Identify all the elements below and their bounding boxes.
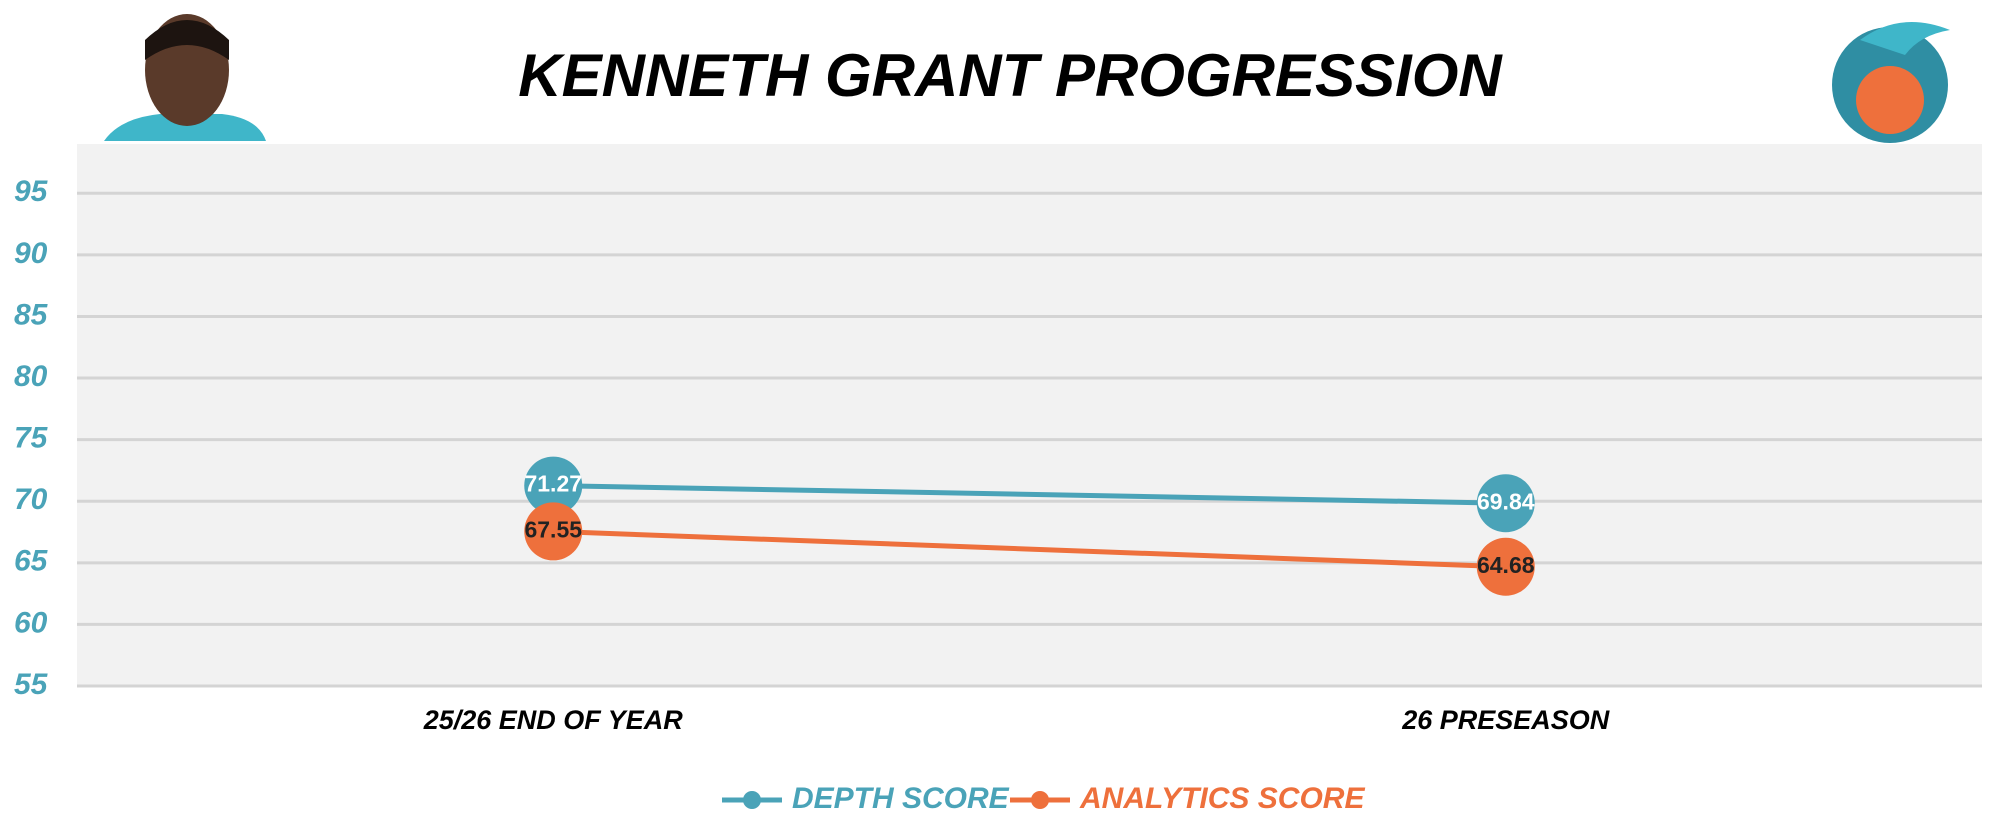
- y-tick-label: 75: [14, 422, 49, 455]
- y-tick-label: 65: [14, 545, 49, 578]
- y-tick-label: 60: [14, 606, 48, 639]
- x-tick-label: 26 PRESEASON: [1401, 705, 1610, 735]
- legend-label: ANALYTICS SCORE: [1079, 782, 1365, 815]
- data-label: 67.55: [524, 516, 582, 542]
- y-tick-label: 70: [14, 483, 48, 516]
- y-tick-label: 55: [14, 668, 49, 701]
- y-tick-label: 90: [14, 237, 48, 270]
- data-point: [524, 502, 583, 561]
- plot-area: [77, 144, 1982, 686]
- data-point: [1476, 474, 1535, 533]
- y-tick-label: 95: [14, 175, 49, 208]
- series-line: [553, 483, 1506, 506]
- x-tick-label: 25/26 END OF YEAR: [423, 705, 684, 735]
- team-logo: [1832, 22, 1950, 143]
- data-label: 64.68: [1477, 552, 1535, 578]
- data-label: 71.27: [524, 471, 582, 497]
- y-tick-label: 80: [14, 360, 48, 393]
- series-line: [553, 528, 1506, 570]
- data-point: [1476, 537, 1535, 596]
- data-point: [524, 456, 583, 515]
- player-photo: [104, 14, 266, 141]
- y-tick-label: 85: [14, 298, 49, 331]
- chart-title: KENNETH GRANT PROGRESSION: [518, 42, 1503, 109]
- legend-marker: [743, 791, 761, 809]
- legend-marker: [1031, 791, 1049, 809]
- legend-label: DEPTH SCORE: [792, 782, 1010, 815]
- data-label: 69.84: [1477, 488, 1535, 514]
